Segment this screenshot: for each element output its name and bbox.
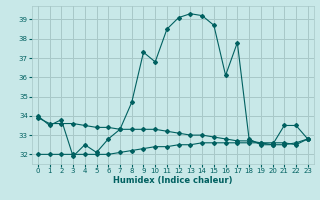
- X-axis label: Humidex (Indice chaleur): Humidex (Indice chaleur): [113, 176, 233, 185]
